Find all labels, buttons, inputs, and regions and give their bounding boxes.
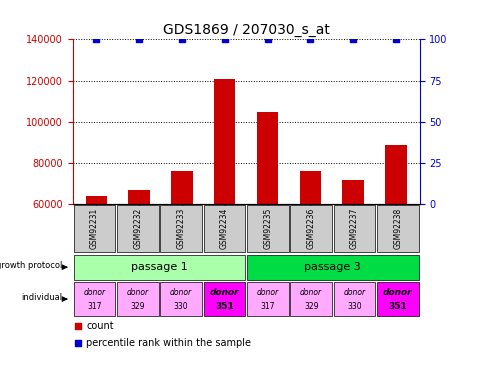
Bar xyxy=(290,282,331,316)
Text: percentile rank within the sample: percentile rank within the sample xyxy=(86,338,251,348)
Text: donor: donor xyxy=(300,288,321,297)
Text: 330: 330 xyxy=(347,302,361,311)
Text: GSM92232: GSM92232 xyxy=(133,208,142,249)
Text: individual: individual xyxy=(21,293,62,302)
Text: count: count xyxy=(86,321,113,332)
Bar xyxy=(160,206,201,252)
Point xyxy=(74,340,81,346)
Text: GSM92234: GSM92234 xyxy=(220,208,228,249)
Bar xyxy=(257,112,278,204)
Text: passage 1: passage 1 xyxy=(131,262,187,272)
Point xyxy=(135,36,143,42)
Text: GSM92236: GSM92236 xyxy=(306,208,315,249)
Bar xyxy=(333,282,375,316)
Bar xyxy=(384,145,406,204)
Text: passage 3: passage 3 xyxy=(304,262,361,272)
Bar xyxy=(85,196,107,204)
Bar xyxy=(203,282,245,316)
Text: donor: donor xyxy=(256,288,278,297)
Bar xyxy=(342,180,363,204)
Title: GDS1869 / 207030_s_at: GDS1869 / 207030_s_at xyxy=(162,23,329,37)
Point xyxy=(306,36,314,42)
Bar xyxy=(246,282,288,316)
Text: 317: 317 xyxy=(260,302,274,311)
Text: GSM92231: GSM92231 xyxy=(90,208,99,249)
Bar xyxy=(213,79,235,204)
Bar xyxy=(299,171,320,204)
Bar xyxy=(160,282,201,316)
Text: donor: donor xyxy=(83,288,105,297)
Text: 317: 317 xyxy=(87,302,102,311)
Point xyxy=(348,36,356,42)
Text: donor: donor xyxy=(209,288,239,297)
Point xyxy=(92,36,100,42)
Point xyxy=(74,323,81,329)
Text: 351: 351 xyxy=(214,302,233,311)
Bar xyxy=(203,206,245,252)
Text: GSM92235: GSM92235 xyxy=(263,208,272,249)
Text: GSM92233: GSM92233 xyxy=(176,208,185,249)
Text: GSM92238: GSM92238 xyxy=(393,208,402,249)
Bar xyxy=(74,206,115,252)
Text: donor: donor xyxy=(343,288,365,297)
Point xyxy=(178,36,185,42)
Point xyxy=(263,36,271,42)
Bar xyxy=(246,255,418,280)
Text: donor: donor xyxy=(382,288,412,297)
Text: 330: 330 xyxy=(173,302,188,311)
Bar xyxy=(117,206,158,252)
Bar xyxy=(171,171,192,204)
Bar xyxy=(246,206,288,252)
Bar xyxy=(128,190,150,204)
Bar xyxy=(74,282,115,316)
Text: donor: donor xyxy=(170,288,192,297)
Text: GSM92237: GSM92237 xyxy=(349,208,358,249)
Point xyxy=(391,36,399,42)
Text: donor: donor xyxy=(126,288,149,297)
Bar xyxy=(376,282,418,316)
Text: 329: 329 xyxy=(303,302,318,311)
Text: 329: 329 xyxy=(130,302,145,311)
Bar xyxy=(376,206,418,252)
Bar xyxy=(117,282,158,316)
Text: 351: 351 xyxy=(388,302,407,311)
Bar xyxy=(74,255,245,280)
Bar xyxy=(333,206,375,252)
Bar xyxy=(290,206,331,252)
Point xyxy=(220,36,228,42)
Text: growth protocol: growth protocol xyxy=(0,261,62,270)
